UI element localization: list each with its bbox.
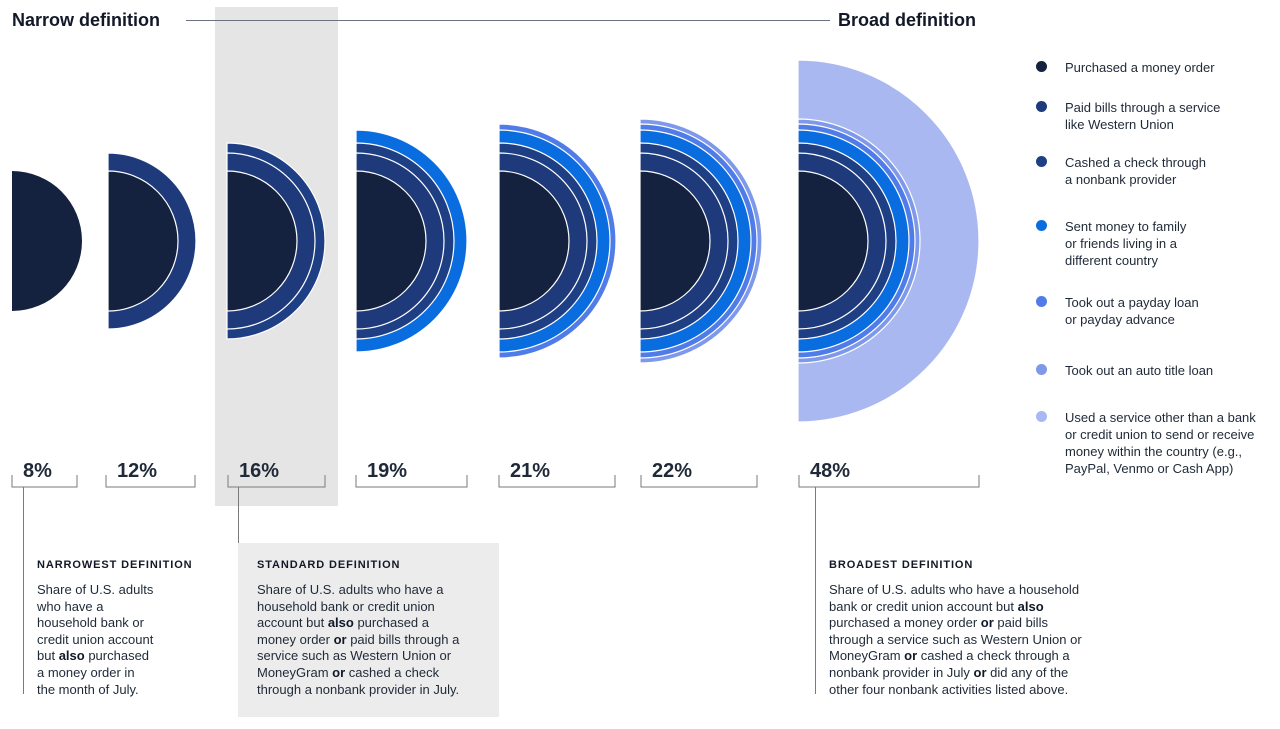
- legend-label: Took out an auto title loan: [1065, 363, 1214, 378]
- value-bracket: [640, 475, 758, 488]
- legend-label: Sent money to family or friends living i…: [1065, 219, 1187, 268]
- value-label: 48%: [810, 460, 850, 482]
- semicircle-12pct: [107, 152, 197, 330]
- legend-swatch: [1036, 411, 1047, 422]
- value-label: 16%: [239, 460, 279, 482]
- broad-definition-heading: Broad definition: [838, 10, 976, 30]
- legend-swatch: [1036, 296, 1047, 307]
- semicircle-8pct: [12, 171, 82, 311]
- legend-label: Cashed a check through a nonbank provide…: [1065, 155, 1206, 187]
- semicircle-layer-1: [639, 170, 711, 312]
- value-label: 22%: [652, 460, 692, 482]
- semicircle-layer-1: [107, 170, 179, 312]
- semicircle-layer-1: [12, 171, 82, 311]
- value-bracket: [227, 475, 326, 488]
- semicircle-layer-1: [355, 170, 427, 312]
- legend-swatch: [1036, 156, 1047, 167]
- broadest-definition-title: BROADEST DEFINITION: [829, 559, 974, 571]
- semicircle-22pct: [639, 118, 763, 364]
- standard-definition-box: [238, 543, 499, 717]
- semicircle-48pct: [797, 59, 980, 423]
- value-label: 21%: [510, 460, 550, 482]
- value-label: 12%: [117, 460, 157, 482]
- legend-label: Paid bills through a service like Wester…: [1065, 100, 1221, 132]
- standard-definition-text: Share of U.S. adults who have a household…: [257, 582, 460, 697]
- legend-swatch: [1036, 101, 1047, 112]
- legend-swatch: [1036, 220, 1047, 231]
- narrow-definition-heading: Narrow definition: [12, 10, 160, 30]
- broadest-definition-text: Share of U.S. adults who have a househol…: [829, 582, 1082, 697]
- definition-spectrum-line: [186, 20, 830, 21]
- narrowest-definition-text: Share of U.S. adults who have a household …: [37, 582, 154, 697]
- value-bracket: [355, 475, 468, 488]
- legend-swatch: [1036, 61, 1047, 72]
- value-bracket: [11, 475, 78, 488]
- value-bracket: [105, 475, 196, 488]
- legend-label: Took out a payday loan or payday advance: [1065, 295, 1199, 327]
- semicircle-layer-1: [226, 170, 298, 312]
- legend-label: Purchased a money order: [1065, 60, 1215, 75]
- broadest-leader-line: [815, 487, 816, 694]
- narrowest-leader-line: [23, 487, 24, 694]
- semicircle-16pct: [226, 142, 326, 340]
- legend-label: Used a service other than a bank or cred…: [1065, 410, 1256, 476]
- legend-swatch: [1036, 364, 1047, 375]
- semicircle-layer-1: [498, 170, 570, 312]
- semicircle-chart: 8% 12% 16% 19% 21% 22% 48%: [11, 59, 980, 488]
- value-label: 8%: [23, 460, 52, 482]
- semicircle-layer-1: [797, 170, 869, 312]
- semicircle-19pct: [355, 129, 468, 353]
- semicircle-21pct: [498, 123, 617, 359]
- narrowest-definition-title: NARROWEST DEFINITION: [37, 559, 193, 571]
- value-bracket: [498, 475, 616, 488]
- standard-definition-title: STANDARD DEFINITION: [257, 559, 401, 571]
- value-label: 19%: [367, 460, 407, 482]
- value-bracket: [798, 475, 980, 488]
